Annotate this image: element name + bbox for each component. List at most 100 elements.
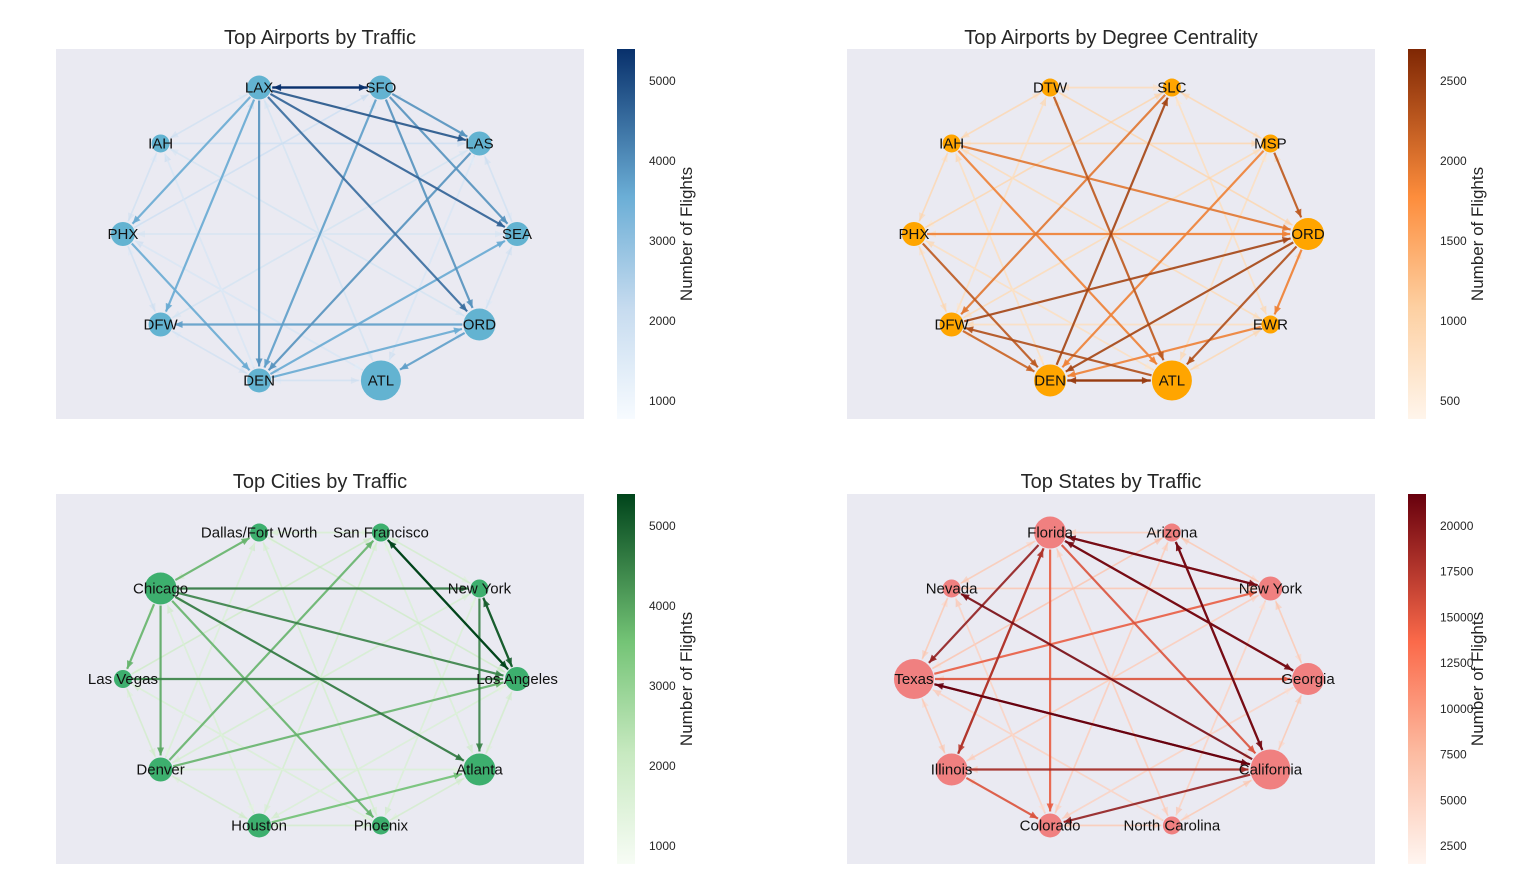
colorbar: 2500 5000 7500 10000 12500 15000 17500 20000 Num…: [1408, 494, 1487, 864]
node-label: EWR: [1253, 317, 1288, 334]
node: [1038, 813, 1063, 838]
colorbar-label: Number of Flights: [677, 167, 696, 301]
edge: [1052, 96, 1165, 361]
edge-arrowhead: [961, 131, 970, 139]
nodes: SFO LAS SEA ORD ATL DEN DFW PHX IAH LAX: [108, 75, 532, 401]
edge: [1174, 601, 1266, 817]
edge: [127, 245, 156, 312]
edge: [954, 597, 1046, 813]
edge: [963, 237, 1291, 323]
edge: [1067, 535, 1259, 587]
edge: [482, 598, 514, 668]
edge: [1189, 329, 1262, 371]
edge-arrowhead: [460, 584, 469, 592]
edge: [174, 595, 465, 762]
colorbar: 1000 2000 3000 4000 5000 Number of Flights: [617, 49, 696, 419]
edge: [931, 688, 1163, 821]
edge-arrowhead: [494, 681, 504, 688]
edge-arrowhead: [148, 747, 156, 757]
node: [1041, 78, 1060, 97]
edge-arrowhead: [1294, 695, 1302, 705]
node: [113, 670, 132, 688]
edge-arrowhead: [1249, 595, 1259, 603]
colorbar-label: Number of Flights: [677, 612, 696, 746]
edge-arrowhead: [453, 766, 462, 774]
edge-arrowhead: [965, 326, 974, 334]
edge: [171, 775, 248, 820]
edge-arrowhead: [1152, 529, 1161, 537]
node: [247, 813, 272, 838]
edge-arrowhead: [170, 131, 179, 139]
node-label: Colorado: [1020, 817, 1081, 834]
edge-arrowhead: [928, 654, 937, 663]
edge-arrowhead: [365, 809, 374, 818]
edge-arrowhead: [468, 598, 476, 608]
colorbar-tick-label: 4000: [649, 154, 676, 168]
node: [463, 753, 496, 786]
node-label: North Carolina: [1124, 817, 1221, 834]
node-label: MSP: [1254, 135, 1287, 152]
edge: [934, 683, 1250, 766]
edge-arrowhead: [494, 670, 504, 677]
node: [505, 667, 530, 691]
node: [371, 523, 390, 542]
edge: [131, 96, 252, 225]
edge-arrowhead: [1258, 601, 1266, 611]
edge-arrowhead: [1252, 329, 1261, 337]
edge: [954, 152, 1044, 365]
node: [935, 753, 968, 786]
node: [463, 308, 496, 341]
edge-arrowhead: [1152, 821, 1161, 829]
edge: [1275, 601, 1303, 664]
edge-arrowhead: [1248, 590, 1257, 598]
colorbar-tick-label: 1500: [1440, 234, 1467, 248]
edge-arrowhead: [1281, 237, 1291, 244]
edge-arrowhead: [475, 743, 483, 752]
edge-arrowhead: [461, 593, 470, 601]
edge-arrowhead: [939, 302, 947, 312]
edge-arrowhead: [127, 660, 134, 669]
edge: [263, 99, 374, 361]
edge-arrowhead: [1153, 537, 1163, 545]
edge: [962, 329, 1035, 373]
edge-arrowhead: [247, 803, 254, 813]
edge-arrowhead: [1282, 230, 1291, 238]
node: [148, 312, 173, 337]
colorbar: 1000 2000 3000 4000 5000 Number of Flights: [617, 494, 696, 864]
edge: [270, 685, 506, 820]
edge-arrowhead: [1062, 359, 1071, 368]
edge-arrowhead: [1038, 803, 1045, 813]
edge: [269, 239, 506, 376]
edge-arrowhead: [360, 94, 369, 102]
node: [1162, 78, 1181, 97]
colorbar-tick-label: 12500: [1440, 656, 1474, 670]
edge-arrowhead: [1186, 356, 1195, 365]
node: [942, 134, 961, 153]
edge-arrowhead: [458, 129, 468, 137]
edge-arrowhead: [505, 246, 512, 256]
colorbar-tick-label: 1000: [649, 394, 676, 408]
edge-arrowhead: [1283, 687, 1293, 695]
edge-arrowhead: [922, 649, 929, 659]
node: [1250, 749, 1291, 790]
node: [148, 757, 173, 782]
edge: [131, 537, 372, 675]
node-label: SLC: [1157, 80, 1186, 97]
node-label: DEN: [1034, 372, 1066, 389]
edge-arrowhead: [1025, 364, 1035, 372]
edge: [1181, 537, 1260, 583]
edge-arrowhead: [499, 215, 508, 224]
edge: [133, 93, 370, 229]
edge: [390, 537, 472, 585]
node-label: Atlanta: [456, 762, 503, 779]
edge-arrowhead: [1161, 806, 1168, 816]
edge: [960, 94, 1166, 316]
node-label: Los Angeles: [476, 671, 558, 688]
edge: [166, 603, 255, 813]
edge: [384, 99, 474, 309]
nodes: San Francisco New York Los Angeles Atlanta P…: [88, 523, 558, 838]
edge: [960, 540, 1036, 584]
edge-arrowhead: [484, 156, 492, 166]
edge: [1055, 547, 1169, 816]
